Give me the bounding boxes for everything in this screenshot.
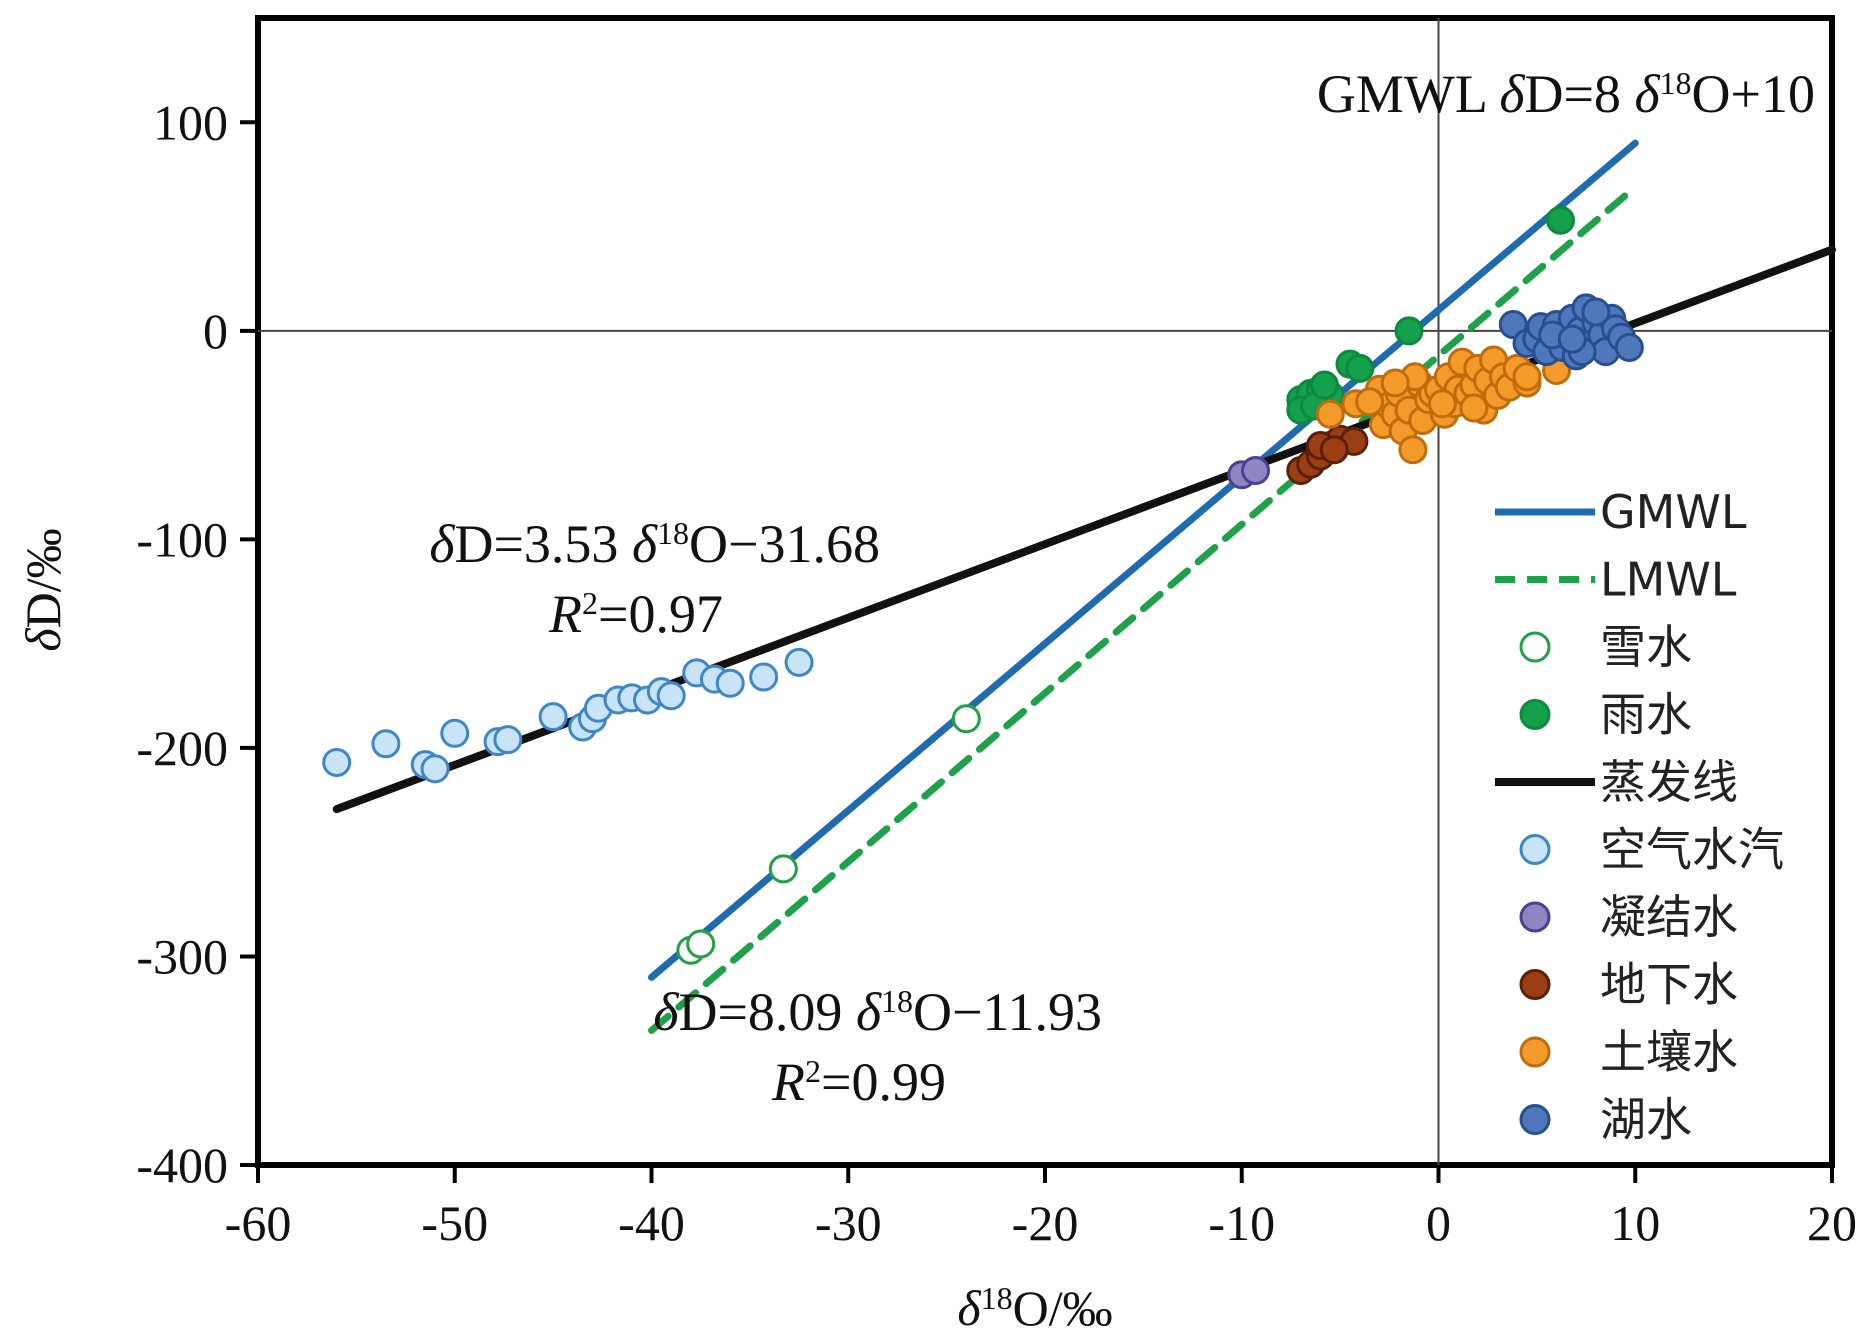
point-air-vapor bbox=[784, 647, 814, 677]
point-soil-water bbox=[1355, 387, 1385, 417]
y-tick-label: 100 bbox=[153, 94, 228, 150]
legend-item: LMWL bbox=[1495, 553, 1737, 607]
point-lake-water bbox=[1614, 333, 1644, 363]
point-snow-water bbox=[768, 854, 798, 884]
x-tick-label: -20 bbox=[1012, 1195, 1079, 1251]
legend-marker-swatch bbox=[1519, 699, 1551, 730]
legend-marker-swatch bbox=[1519, 1104, 1551, 1135]
evaporation-line-r2: R2=0.97 bbox=[548, 584, 723, 644]
legend-label: 雪水 bbox=[1600, 620, 1692, 674]
legend-item: 空气水汽 bbox=[1519, 823, 1784, 877]
point-air-vapor bbox=[538, 702, 568, 732]
series-snow-water bbox=[676, 704, 981, 965]
x-tick-label: -10 bbox=[1208, 1195, 1275, 1251]
point-air-vapor bbox=[371, 729, 401, 759]
x-axis: -60 -50 -40 -30 -20 -10 0 10 20 bbox=[225, 1165, 1857, 1251]
line-gmwl bbox=[648, 139, 1639, 981]
legend-item: 雨水 bbox=[1519, 688, 1692, 742]
point-rain-water bbox=[1345, 353, 1375, 383]
legend-label: 空气水汽 bbox=[1600, 823, 1784, 877]
y-axis: -400 -300 -200 -100 0 100 bbox=[136, 94, 258, 1193]
point-groundwater bbox=[1319, 435, 1349, 465]
series-lake-water bbox=[1498, 293, 1644, 371]
point-soil-water bbox=[1459, 393, 1489, 423]
legend-marker-swatch bbox=[1519, 834, 1551, 865]
legend-item: 湖水 bbox=[1519, 1093, 1692, 1147]
point-air-vapor bbox=[656, 681, 686, 711]
point-air-vapor bbox=[715, 668, 745, 698]
legend-label: 凝结水 bbox=[1600, 890, 1738, 944]
y-axis-title: δD/‰ bbox=[15, 528, 71, 651]
point-air-vapor bbox=[420, 754, 450, 784]
legend-marker-swatch bbox=[1519, 631, 1551, 663]
legend-label: 湖水 bbox=[1600, 1093, 1692, 1147]
legend-label: 地下水 bbox=[1600, 958, 1738, 1012]
legend-item: 蒸发线 bbox=[1495, 755, 1738, 809]
legend-item: 凝结水 bbox=[1519, 890, 1738, 944]
x-tick-label: -50 bbox=[421, 1195, 488, 1251]
series-rain-water bbox=[1286, 205, 1575, 425]
point-rain-water bbox=[1545, 205, 1575, 235]
legend-item: 土壤水 bbox=[1519, 1025, 1738, 1079]
y-tick-label: -200 bbox=[136, 720, 228, 776]
plot-area bbox=[255, 15, 1836, 1168]
lmwl-equation-annotation: δD=8.09 δ18O−11.93 bbox=[653, 982, 1102, 1042]
point-soil-water bbox=[1380, 368, 1410, 398]
y-tick-label: -100 bbox=[136, 511, 228, 567]
x-tick-label: 0 bbox=[1426, 1195, 1451, 1251]
legend-marker-swatch bbox=[1519, 969, 1551, 1000]
x-tick-label: -60 bbox=[225, 1195, 292, 1251]
y-tick-label: -300 bbox=[136, 928, 228, 984]
y-tick-label: -400 bbox=[136, 1137, 228, 1193]
series-groundwater bbox=[1286, 424, 1369, 486]
point-snow-water bbox=[686, 929, 716, 959]
x-tick-label: -30 bbox=[815, 1195, 882, 1251]
legend-item: GMWL bbox=[1495, 485, 1747, 539]
point-soil-water bbox=[1427, 389, 1457, 419]
legend-marker-swatch bbox=[1519, 901, 1551, 933]
x-tick-label: 10 bbox=[1610, 1195, 1660, 1251]
x-tick-label: 20 bbox=[1807, 1195, 1857, 1251]
point-air-vapor bbox=[493, 725, 523, 755]
point-rain-water bbox=[1309, 370, 1339, 400]
point-soil-water bbox=[1512, 362, 1542, 392]
series-soil-water bbox=[1315, 345, 1572, 465]
x-axis-title: δ18O/‰ bbox=[957, 1280, 1112, 1336]
point-snow-water bbox=[951, 704, 981, 734]
legend-marker-swatch bbox=[1519, 1036, 1551, 1068]
point-lake-water bbox=[1557, 324, 1587, 354]
series-air-vapor bbox=[322, 647, 814, 784]
point-air-vapor bbox=[322, 748, 352, 778]
legend-label: 蒸发线 bbox=[1600, 755, 1738, 809]
point-soil-water bbox=[1315, 399, 1345, 429]
data-points bbox=[322, 205, 1644, 965]
series-condensate-water bbox=[1227, 456, 1271, 490]
legend-item: 雪水 bbox=[1519, 620, 1692, 674]
point-lake-water bbox=[1581, 297, 1611, 327]
evaporation-line-equation: δD=3.53 δ18O−31.68 bbox=[429, 514, 880, 574]
legend-label: 雨水 bbox=[1600, 688, 1692, 742]
legend-label: 土壤水 bbox=[1600, 1025, 1738, 1079]
point-air-vapor bbox=[749, 662, 779, 692]
legend-label: LMWL bbox=[1600, 553, 1737, 607]
lmwl-r2: R2=0.99 bbox=[771, 1052, 946, 1112]
point-rain-water bbox=[1394, 316, 1424, 346]
y-tick-label: 0 bbox=[203, 303, 228, 359]
point-condensate-water bbox=[1241, 456, 1271, 486]
legend-label: GMWL bbox=[1600, 485, 1747, 539]
point-soil-water bbox=[1398, 435, 1428, 465]
gmwl-equation-annotation: GMWL δD=8 δ18O+10 bbox=[1317, 64, 1815, 124]
line-lmwl bbox=[648, 183, 1639, 1034]
x-tick-label: -40 bbox=[618, 1195, 685, 1251]
point-air-vapor bbox=[440, 718, 470, 748]
legend-item: 地下水 bbox=[1519, 958, 1738, 1012]
